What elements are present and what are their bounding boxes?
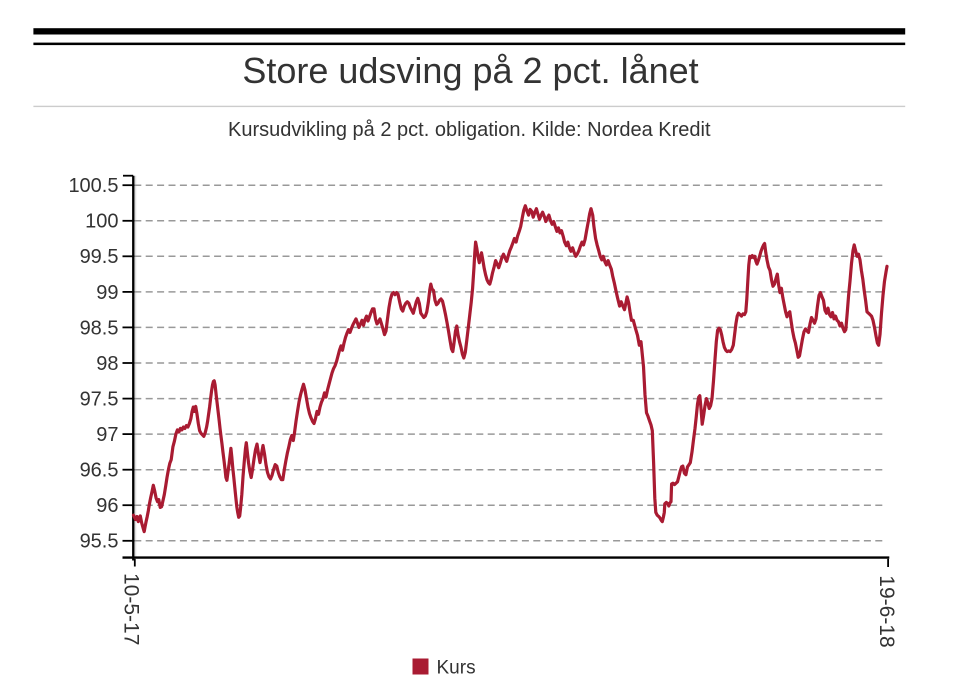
svg-text:19-6-18: 19-6-18 [875, 575, 898, 647]
svg-text:97: 97 [96, 424, 118, 446]
svg-text:98: 98 [96, 353, 118, 375]
svg-text:96: 96 [96, 495, 118, 517]
svg-text:100.5: 100.5 [68, 175, 118, 197]
svg-text:10-5-17: 10-5-17 [119, 573, 142, 645]
svg-text:Store udsving på 2 pct. lånet: Store udsving på 2 pct. lånet [242, 50, 698, 91]
svg-text:96.5: 96.5 [80, 460, 119, 482]
svg-text:95.5: 95.5 [80, 531, 119, 553]
svg-text:99.5: 99.5 [80, 246, 119, 268]
svg-text:Kurs: Kurs [437, 658, 476, 679]
svg-text:99: 99 [96, 282, 118, 304]
svg-text:100: 100 [85, 211, 118, 233]
svg-text:97.5: 97.5 [80, 389, 119, 411]
svg-text:Kursudvikling på 2 pct. obliga: Kursudvikling på 2 pct. obligation. Kild… [228, 119, 711, 141]
svg-text:98.5: 98.5 [80, 317, 119, 339]
